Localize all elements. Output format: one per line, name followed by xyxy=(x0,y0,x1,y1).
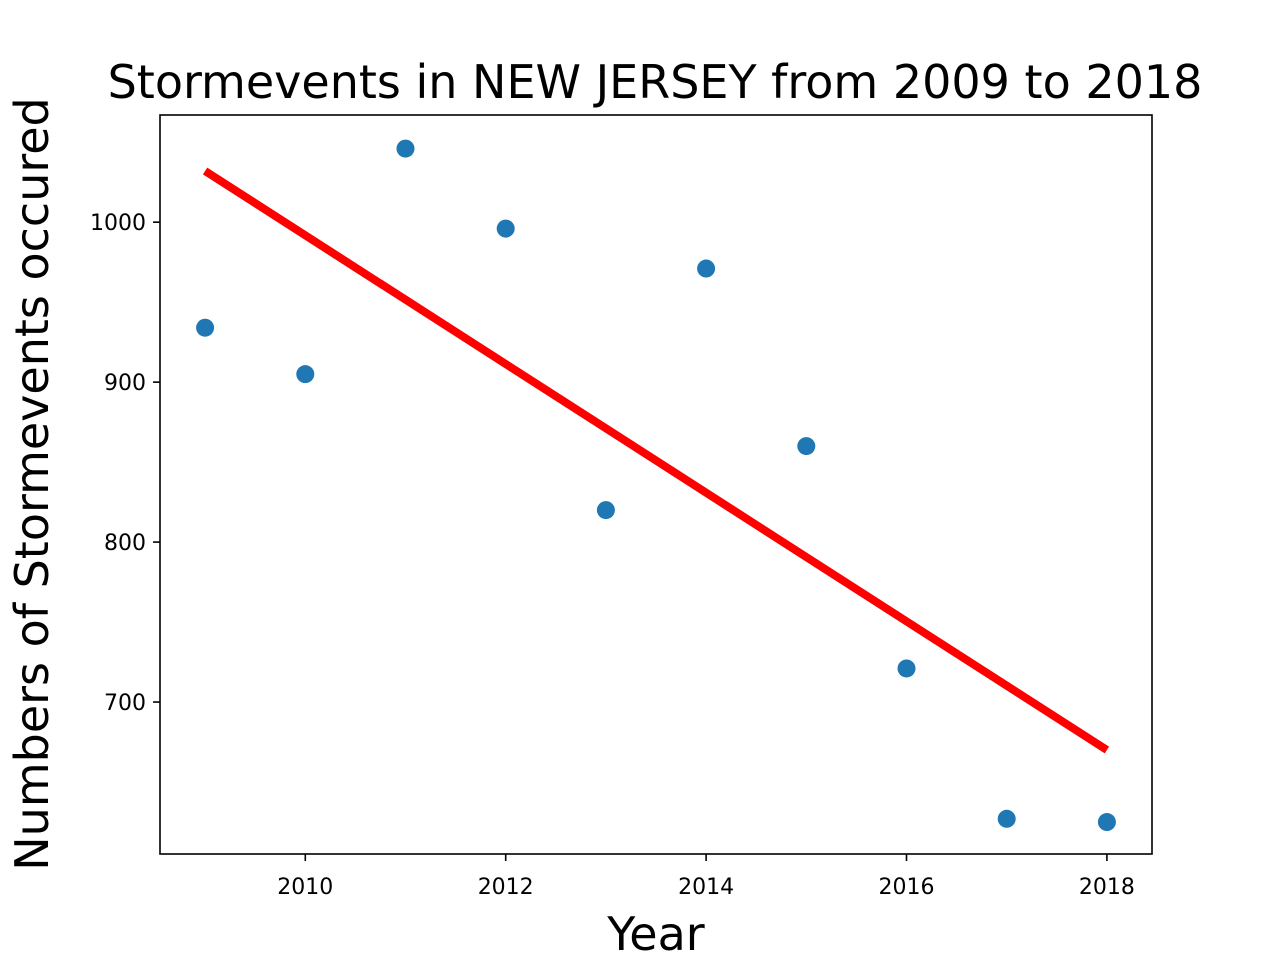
x-tick-label: 2014 xyxy=(678,875,734,900)
data-point xyxy=(997,809,1016,828)
y-axis: 700 800 900 1000 xyxy=(90,211,160,716)
x-tick-label: 2018 xyxy=(1079,875,1135,900)
data-point xyxy=(396,139,415,158)
data-point xyxy=(596,501,615,520)
x-tick-label: 2010 xyxy=(277,875,333,900)
y-tick-label: 1000 xyxy=(90,211,146,236)
trend-line xyxy=(202,167,1110,754)
y-tick-label: 800 xyxy=(104,531,146,556)
x-tick-label: 2016 xyxy=(879,875,935,900)
chart-title: Stormevents in NEW JERSEY from 2009 to 2… xyxy=(108,55,1203,109)
y-tick-label: 700 xyxy=(104,691,146,716)
data-point xyxy=(496,219,515,238)
plot-area xyxy=(196,139,1116,832)
data-point xyxy=(697,259,716,278)
data-point xyxy=(1097,813,1116,832)
x-axis-label: Year xyxy=(606,907,704,960)
plot-frame xyxy=(159,114,1153,855)
data-point xyxy=(897,659,916,678)
data-point xyxy=(797,437,816,456)
y-tick-label: 900 xyxy=(104,371,146,396)
y-axis-label: Numbers of Stormevents occured xyxy=(5,97,59,871)
data-point xyxy=(296,365,315,384)
x-tick-label: 2012 xyxy=(478,875,534,900)
x-axis: 2010 2012 2014 2016 2018 xyxy=(277,854,1135,900)
data-point xyxy=(196,318,215,337)
